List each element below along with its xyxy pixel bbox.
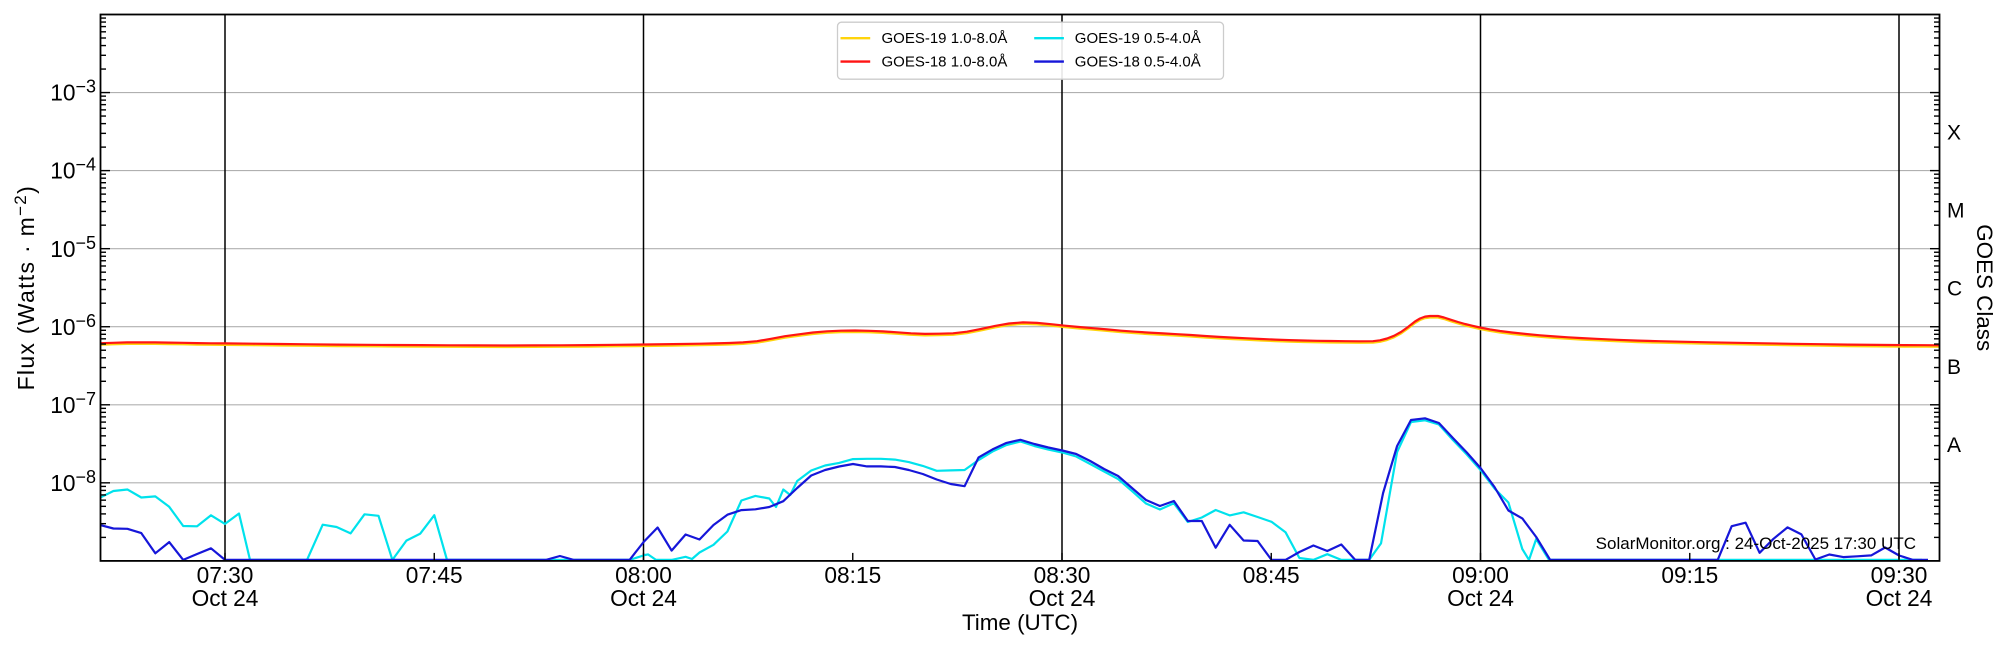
svg-text:Oct 24: Oct 24 <box>1029 585 1096 611</box>
svg-text:Oct 24: Oct 24 <box>1447 585 1514 611</box>
svg-text:M: M <box>1947 200 1965 223</box>
svg-text:X: X <box>1947 122 1961 145</box>
svg-text:08:30: 08:30 <box>1034 562 1091 588</box>
svg-text:07:30: 07:30 <box>197 562 254 588</box>
svg-text:07:45: 07:45 <box>406 562 463 588</box>
svg-text:08:15: 08:15 <box>824 562 881 588</box>
svg-text:GOES Class: GOES Class <box>1972 224 1997 351</box>
svg-text:GOES-18 0.5-4.0Å: GOES-18 0.5-4.0Å <box>1075 54 1201 71</box>
svg-text:Time (UTC): Time (UTC) <box>962 610 1078 635</box>
svg-text:09:00: 09:00 <box>1452 562 1509 588</box>
svg-text:09:15: 09:15 <box>1661 562 1718 588</box>
svg-text:A: A <box>1947 434 1961 457</box>
svg-text:Flux (Watts · m−2): Flux (Watts · m−2) <box>11 185 39 390</box>
svg-text:GOES-18 1.0-8.0Å: GOES-18 1.0-8.0Å <box>882 54 1008 71</box>
svg-text:08:00: 08:00 <box>615 562 672 588</box>
svg-text:C: C <box>1947 278 1962 301</box>
svg-text:09:30: 09:30 <box>1871 562 1928 588</box>
svg-text:08:45: 08:45 <box>1243 562 1300 588</box>
svg-text:Oct 24: Oct 24 <box>610 585 677 611</box>
svg-text:SolarMonitor.org : 24-Oct-2025: SolarMonitor.org : 24-Oct-2025 17:30 UTC <box>1596 534 1916 553</box>
svg-text:B: B <box>1947 356 1961 379</box>
svg-text:10−8: 10−8 <box>50 467 96 496</box>
svg-text:Oct 24: Oct 24 <box>192 585 259 611</box>
svg-text:Oct 24: Oct 24 <box>1866 585 1933 611</box>
svg-text:GOES-19 0.5-4.0Å: GOES-19 0.5-4.0Å <box>1075 30 1201 47</box>
svg-text:GOES-19 1.0-8.0Å: GOES-19 1.0-8.0Å <box>882 30 1008 47</box>
